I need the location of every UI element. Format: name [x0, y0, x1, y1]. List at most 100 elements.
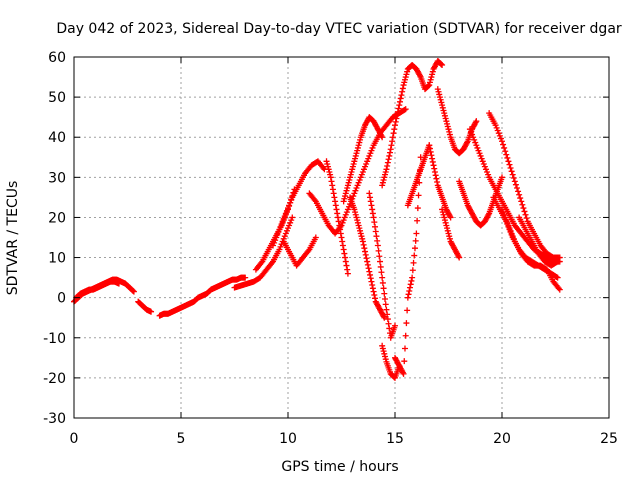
series-arc03 [135, 298, 155, 315]
data-point [478, 155, 485, 162]
data-point [386, 152, 393, 159]
data-point [324, 163, 331, 170]
data-point [340, 217, 347, 224]
series-arc09 [306, 106, 409, 237]
data-point [332, 198, 339, 205]
data-point [352, 209, 359, 216]
data-point [339, 219, 346, 226]
data-point [402, 74, 409, 81]
data-point [279, 218, 286, 225]
data-point [383, 166, 390, 173]
data-point [416, 179, 423, 186]
data-point [327, 171, 334, 178]
data-point [444, 227, 451, 234]
data-point [432, 172, 439, 179]
data-point [350, 193, 357, 200]
series-arc23 [486, 110, 563, 261]
data-point [476, 150, 483, 157]
data-point [379, 279, 386, 286]
data-point [444, 225, 451, 232]
data-point [384, 162, 391, 169]
data-point [362, 163, 369, 170]
data-point [430, 162, 437, 169]
data-point [523, 215, 530, 222]
data-point [401, 358, 408, 365]
data-point [400, 82, 407, 89]
data-point [275, 229, 282, 236]
data-point [343, 187, 350, 194]
data-point [340, 246, 347, 253]
data-point [382, 296, 389, 303]
data-point [522, 211, 529, 218]
data-point [386, 325, 393, 332]
data-point [372, 228, 379, 235]
data-point [368, 147, 375, 154]
data-point [406, 287, 413, 294]
data-point [356, 139, 363, 146]
data-point [339, 242, 346, 249]
data-point [242, 274, 249, 281]
data-point [371, 291, 378, 298]
data-point [441, 112, 448, 119]
data-point [427, 148, 434, 155]
data-point [404, 68, 411, 75]
series-arc13 [379, 58, 446, 189]
data-point [366, 190, 373, 197]
y-tick-label: 0 [57, 291, 66, 307]
data-point [375, 247, 382, 254]
data-point [367, 275, 374, 282]
data-point [456, 254, 463, 261]
data-point [379, 345, 386, 352]
data-point [466, 126, 473, 133]
data-point [381, 290, 388, 297]
data-point [426, 79, 433, 86]
data-point [285, 205, 291, 212]
data-point [398, 92, 405, 99]
y-axis-label: SDTVAR / TECUs [5, 181, 21, 296]
data-point [384, 316, 391, 323]
data-point [382, 301, 389, 308]
data-point [404, 307, 411, 314]
data-point [353, 214, 360, 221]
data-point [387, 146, 394, 153]
data-point [288, 197, 295, 204]
data-point [394, 112, 401, 119]
data-point [388, 142, 395, 149]
data-point [370, 288, 377, 295]
data-point [362, 248, 369, 255]
data-point [258, 259, 265, 266]
y-tick-label: 60 [48, 50, 66, 66]
data-point [344, 206, 351, 213]
data-point [481, 163, 488, 170]
x-tick-label: 15 [386, 431, 404, 447]
data-point [500, 141, 507, 148]
series-arc25 [499, 206, 563, 293]
data-point [442, 115, 449, 122]
data-point [518, 198, 525, 205]
data-point [506, 225, 513, 232]
data-point [341, 250, 348, 257]
data-point [382, 171, 389, 178]
data-point [370, 214, 377, 221]
data-point [426, 82, 433, 89]
data-point [409, 274, 416, 281]
series-arc11 [340, 114, 386, 205]
data-point [329, 182, 336, 189]
data-point [340, 198, 347, 205]
data-point [320, 164, 327, 171]
data-point [429, 155, 436, 162]
data-point [443, 222, 450, 229]
data-point [358, 233, 365, 240]
data-point [495, 130, 502, 137]
data-point [362, 251, 369, 258]
data-point [356, 225, 363, 232]
data-point [429, 71, 436, 78]
data-point [509, 233, 516, 240]
data-point [396, 102, 403, 109]
data-point [503, 217, 510, 224]
data-point [344, 270, 351, 277]
data-point [364, 258, 371, 265]
data-point [553, 273, 560, 280]
data-point [355, 222, 362, 229]
data-point [357, 230, 364, 237]
